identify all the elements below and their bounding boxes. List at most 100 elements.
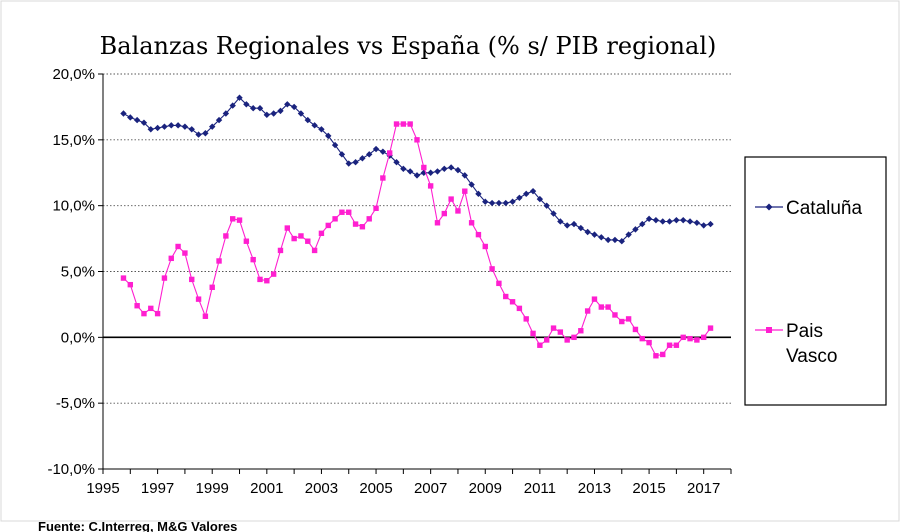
data-point	[598, 304, 605, 310]
data-point	[577, 224, 585, 232]
data-point	[570, 220, 578, 228]
data-point	[202, 130, 209, 137]
data-point	[284, 101, 291, 108]
x-tick-label: 2017	[687, 480, 720, 497]
data-point	[619, 318, 625, 325]
data-point	[680, 334, 686, 341]
data-point	[174, 122, 182, 129]
data-point	[645, 215, 653, 223]
data-point	[141, 310, 147, 317]
data-point	[687, 335, 693, 342]
y-tick-label: -10,0%	[47, 461, 95, 478]
data-point	[277, 107, 284, 115]
data-point	[209, 284, 215, 290]
data-point	[325, 222, 331, 229]
data-point	[264, 278, 270, 284]
data-point	[154, 310, 161, 317]
data-point	[611, 236, 619, 244]
data-point	[284, 225, 291, 231]
data-point	[120, 275, 127, 281]
legend-marker	[766, 327, 772, 333]
data-point	[523, 190, 530, 198]
data-point	[578, 328, 584, 334]
data-point	[694, 337, 700, 343]
data-point	[195, 131, 202, 138]
x-tick-label: 2003	[305, 480, 338, 497]
data-point	[127, 281, 134, 288]
x-tick-label: 1999	[196, 480, 229, 497]
data-point	[632, 326, 639, 333]
data-point	[503, 293, 509, 300]
data-point	[666, 342, 673, 348]
data-point	[434, 168, 441, 175]
data-point	[305, 238, 311, 244]
data-point	[673, 342, 680, 348]
data-point	[236, 217, 243, 223]
data-point	[209, 123, 216, 130]
data-point	[202, 313, 209, 319]
data-point	[529, 187, 537, 195]
data-point	[468, 181, 475, 188]
data-point	[338, 151, 346, 158]
legend-marker	[765, 203, 773, 211]
data-point	[618, 238, 625, 245]
x-tick-label: 2011	[524, 480, 556, 497]
series-pais-vasco	[120, 121, 714, 359]
data-point	[229, 102, 236, 109]
legend-label: Pais Vasco	[786, 321, 837, 367]
data-point	[270, 110, 277, 117]
data-point	[523, 316, 529, 322]
data-point	[182, 250, 188, 256]
y-tick-label: 15,0%	[52, 132, 95, 149]
legend-label-line: Vasco	[786, 346, 837, 367]
data-point	[447, 164, 455, 171]
legend-label-line: Pais	[786, 321, 823, 342]
data-point	[189, 276, 195, 283]
data-point	[454, 166, 462, 174]
data-point	[509, 198, 516, 205]
data-point	[127, 114, 134, 121]
data-point	[359, 155, 366, 162]
data-point	[352, 159, 359, 166]
data-point	[563, 222, 571, 229]
data-point	[366, 216, 372, 222]
data-point	[318, 126, 325, 133]
data-point	[482, 243, 488, 250]
data-point	[495, 199, 503, 207]
data-point	[680, 216, 687, 224]
data-point	[372, 145, 380, 153]
data-point	[386, 150, 393, 156]
data-point	[175, 243, 181, 250]
data-point	[591, 231, 598, 238]
data-point	[659, 218, 666, 225]
series-layer	[120, 94, 714, 359]
data-point	[168, 255, 174, 262]
data-point	[161, 123, 168, 130]
data-point	[475, 190, 482, 198]
data-point	[434, 220, 441, 226]
data-point	[414, 137, 420, 143]
data-point	[304, 116, 311, 124]
data-point	[366, 151, 373, 158]
data-point	[550, 325, 557, 331]
data-point	[345, 160, 352, 167]
data-point	[134, 303, 140, 309]
data-point	[496, 280, 502, 287]
data-point	[270, 271, 277, 277]
data-point	[441, 210, 448, 217]
data-point	[406, 168, 414, 175]
data-point	[148, 305, 154, 312]
data-point	[188, 126, 195, 133]
data-point	[421, 164, 427, 171]
x-tick-label: 2005	[359, 480, 392, 497]
data-point	[311, 247, 318, 254]
data-point	[557, 329, 564, 335]
data-point	[216, 258, 222, 264]
data-point	[236, 94, 243, 101]
data-point	[693, 219, 701, 226]
data-point	[120, 110, 127, 117]
data-point	[133, 116, 141, 124]
data-point	[257, 276, 263, 283]
data-point	[468, 220, 475, 226]
data-point	[339, 209, 345, 215]
